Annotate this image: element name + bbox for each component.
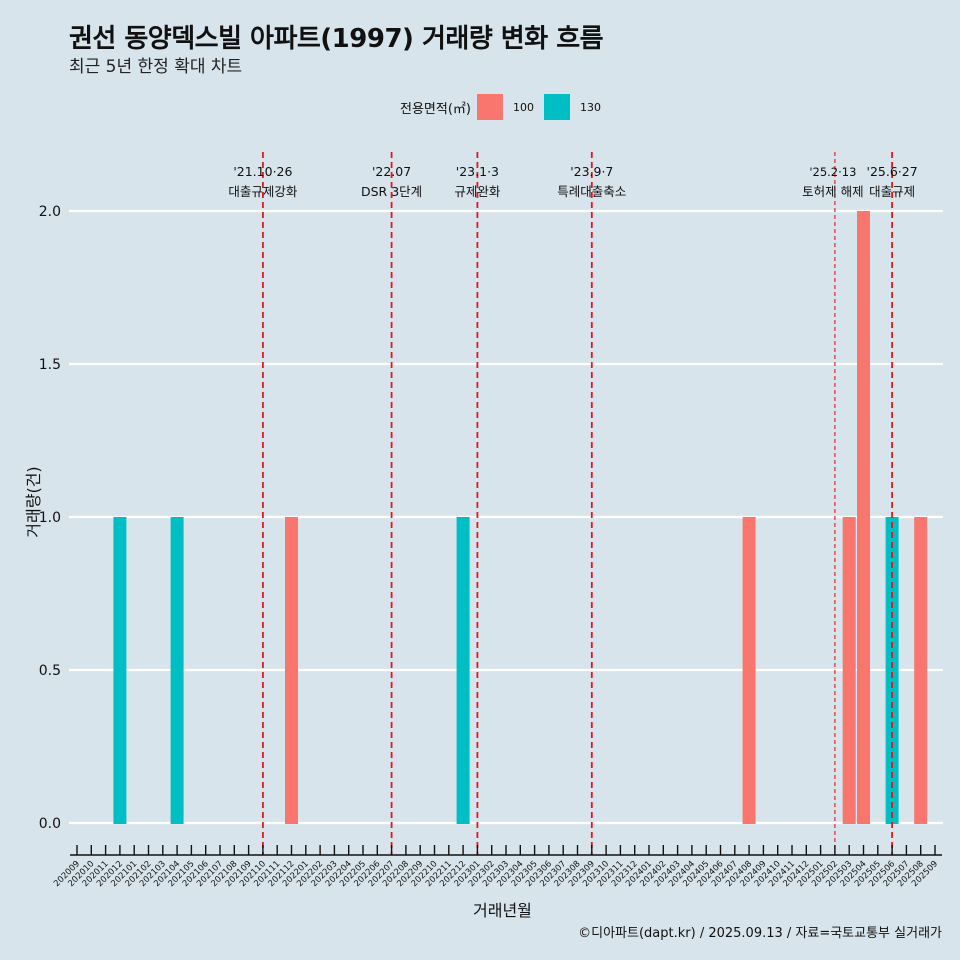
annotation-labels: '21.10·26 대출규제강화 '22.07 DSR 3단계 '23.1·3 규제완화 '…	[228, 164, 917, 199]
y-tick-labels: 0.0 0.5 1.0 1.5 2.0	[39, 204, 61, 832]
chart-title: 권선 동양덱스빌 아파트(1997) 거래량 변화 흐름	[69, 24, 604, 54]
y-tick-label: 1.0	[39, 510, 61, 526]
source-caption: ©디아파트(dapt.kr) / 2025.09.13 / 자료=국토교통부 실…	[578, 926, 942, 941]
annotation-label: DSR 3단계	[361, 184, 422, 199]
bar-130-202506	[885, 517, 899, 824]
annotation-date: '25.2·13	[809, 165, 856, 179]
legend-swatch-100	[476, 94, 503, 120]
annotation-label: 대출규제강화	[228, 184, 298, 199]
bar-100-202504	[857, 211, 870, 824]
bar-100-202508	[914, 517, 928, 824]
legend-label-130: 130	[579, 100, 601, 114]
annotation-label: 규제완화	[454, 184, 501, 199]
y-tick-label: 2.0	[39, 204, 61, 220]
annotation-date: '22.07	[372, 164, 411, 179]
legend-label-100: 100	[512, 100, 534, 114]
bar-130-202212	[456, 517, 470, 824]
bars	[113, 211, 928, 824]
chart-subtitle: 최근 5년 한정 확대 차트	[69, 57, 243, 77]
y-tick-label: 0.0	[39, 816, 61, 832]
annotation-date: '23.9·7	[570, 164, 613, 179]
annotation-date: '25.6·27	[867, 164, 918, 179]
annotation-lines	[261, 152, 893, 855]
bar-100-202503	[842, 517, 856, 824]
annotation-label: 대출규제	[869, 184, 915, 199]
legend-swatch-130	[543, 94, 570, 120]
annotation-label: 토허제 해제	[802, 184, 863, 199]
x-axis-label: 거래년월	[473, 901, 532, 920]
y-axis-label: 거래량(건)	[24, 466, 43, 538]
bar-100-202112	[285, 517, 298, 824]
grid-lines	[69, 209, 943, 825]
annotation-date: '23.1·3	[456, 164, 499, 179]
annotation-label: 특례대출축소	[557, 184, 626, 199]
annotation-date: '21.10·26	[233, 164, 292, 179]
legend: 전용면적(㎡) 100 130	[400, 94, 611, 120]
x-axis: 2020092020102020112020122021012021022021…	[52, 845, 942, 889]
legend-title: 전용면적(㎡)	[400, 101, 471, 117]
bar-130-202012	[113, 517, 127, 824]
y-tick-label: 1.5	[39, 357, 61, 373]
bar-130-202104	[170, 517, 184, 824]
bar-100-202408	[742, 517, 756, 824]
y-tick-label: 0.5	[39, 663, 61, 679]
